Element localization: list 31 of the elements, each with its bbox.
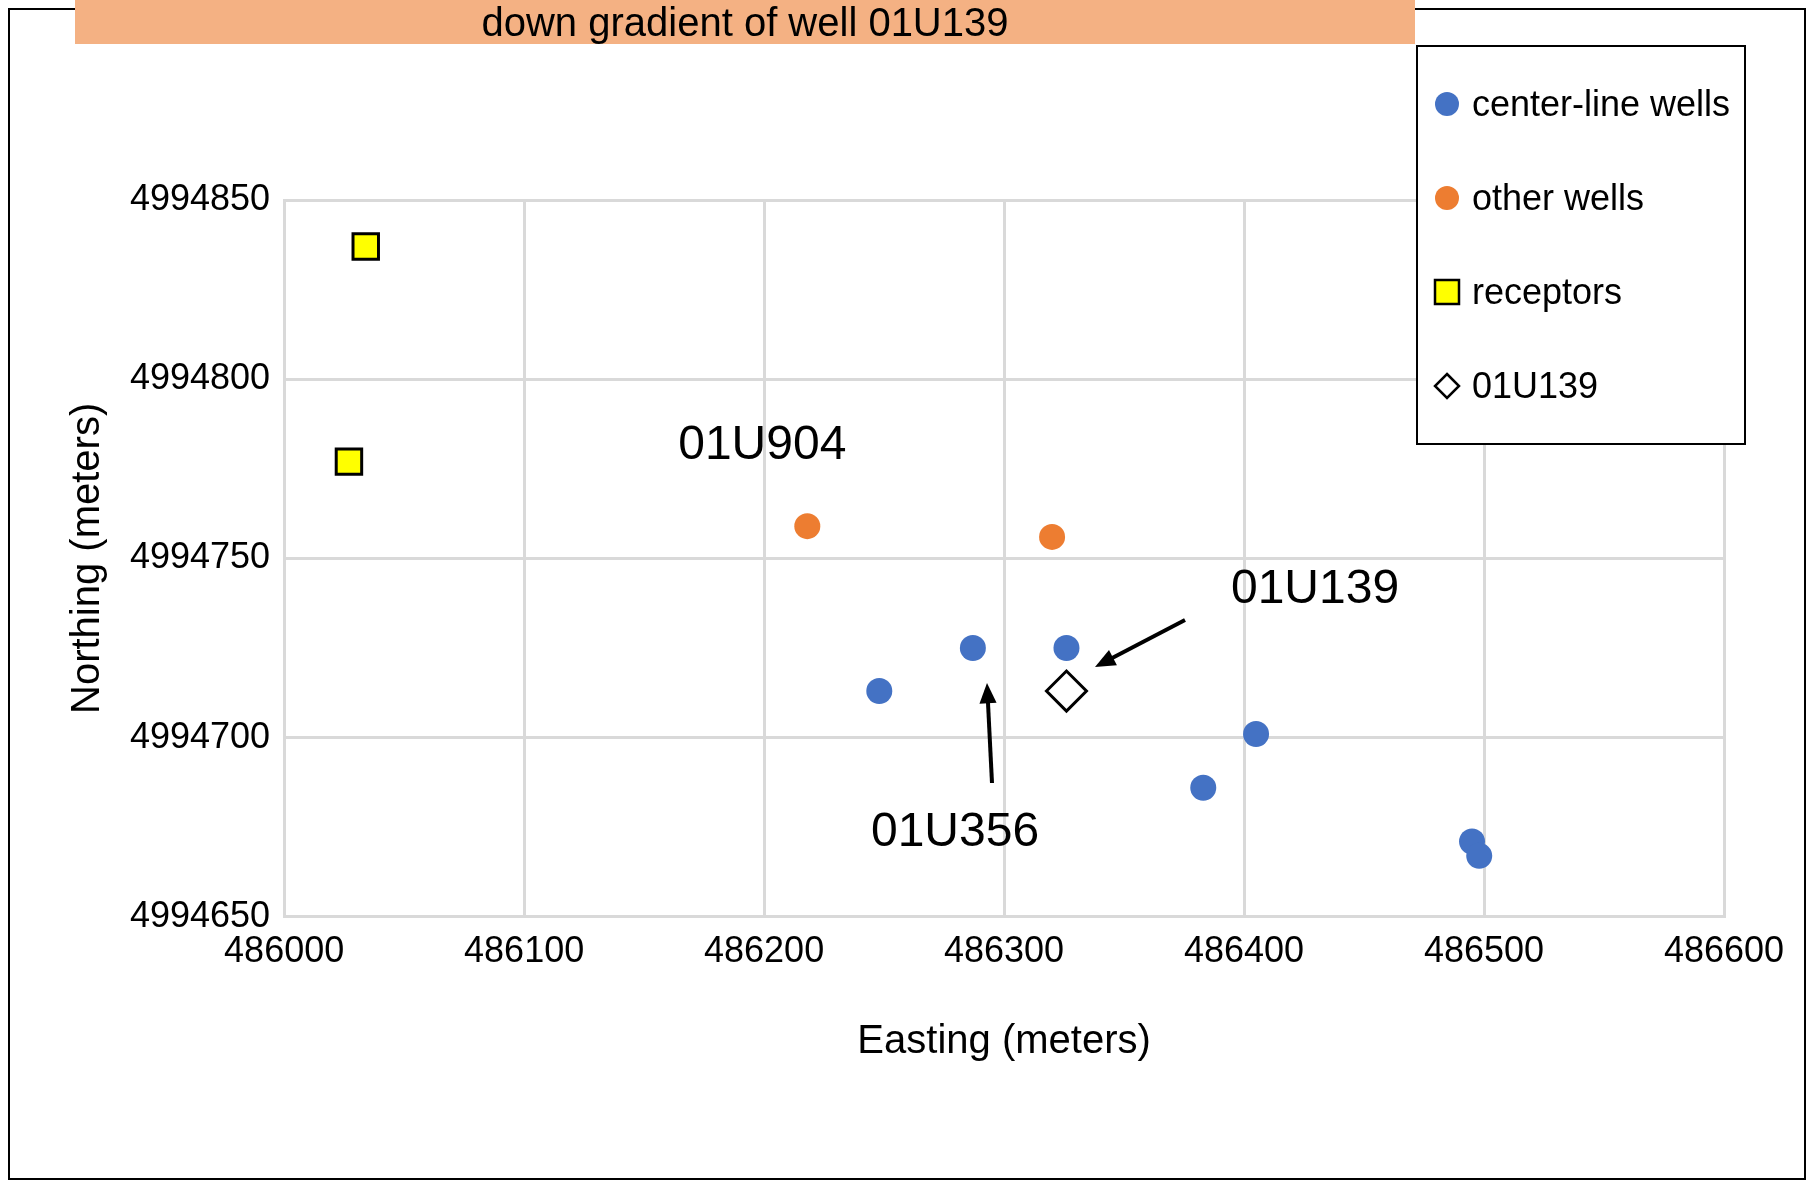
annotation: 01U356: [870, 803, 1040, 857]
point: [866, 678, 893, 705]
point: [959, 635, 986, 661]
x-tick-label: 486400: [1183, 929, 1305, 971]
x-tick-label: 486300: [944, 929, 1065, 971]
point: [1190, 774, 1217, 801]
x-tick-label: 486100: [464, 929, 585, 971]
legend-label: receptors: [1471, 271, 1622, 313]
x-tick-label: 486200: [704, 929, 825, 971]
point: [1044, 669, 1088, 713]
point: [1243, 721, 1270, 748]
annotation: 01U139: [1230, 560, 1400, 614]
y-tick-label: 4994800: [129, 356, 271, 398]
point: [1039, 523, 1066, 550]
point: [794, 513, 821, 540]
x-axis-title: Easting (meters): [857, 1017, 1151, 1062]
point: [334, 447, 364, 476]
legend-label: center-line wells: [1471, 83, 1730, 125]
point: [351, 232, 380, 261]
point: [1053, 635, 1080, 661]
chart-title: down gradient of well 01U139: [75, 0, 1415, 44]
x-tick-label: 486600: [1663, 929, 1785, 971]
y-tick-label: 4994700: [129, 714, 271, 756]
annotation: 01U904: [678, 416, 847, 470]
y-tick-label: 4994750: [129, 535, 271, 577]
legend-label: 01U139: [1471, 365, 1598, 407]
legend-label: other wells: [1471, 177, 1644, 219]
point: [1466, 842, 1493, 869]
y-axis-title: Northing (meters): [63, 402, 108, 714]
y-tick-label: 4994850: [129, 176, 271, 218]
x-tick-label: 486500: [1423, 929, 1545, 971]
